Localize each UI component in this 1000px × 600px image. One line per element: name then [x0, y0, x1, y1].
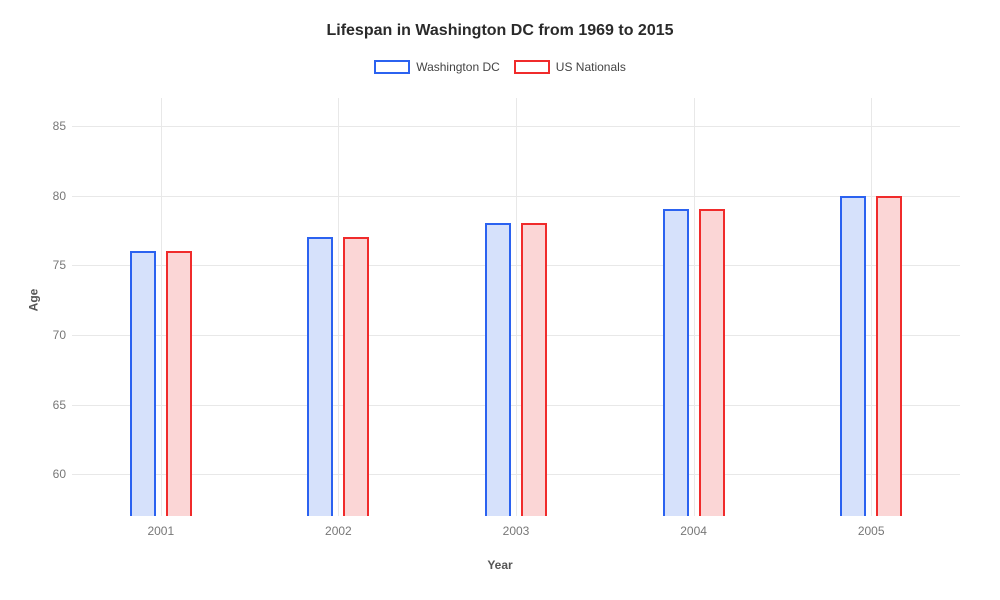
x-tick-label: 2001	[147, 524, 174, 538]
vgridline	[161, 98, 162, 516]
vgridline	[516, 98, 517, 516]
x-tick-label: 2002	[325, 524, 352, 538]
legend-label: Washington DC	[416, 60, 500, 74]
bar	[840, 196, 866, 516]
bar	[307, 237, 333, 516]
legend-swatch-us-nationals	[514, 60, 550, 74]
legend-item-washington-dc: Washington DC	[374, 60, 500, 74]
bar	[485, 223, 511, 516]
vgridline	[338, 98, 339, 516]
bar	[663, 209, 689, 516]
x-tick-label: 2005	[858, 524, 885, 538]
y-axis-label: Age	[26, 289, 40, 312]
bar	[876, 196, 902, 516]
x-tick-label: 2003	[503, 524, 530, 538]
vgridline	[694, 98, 695, 516]
chart-container: Lifespan in Washington DC from 1969 to 2…	[0, 0, 1000, 600]
vgridline	[871, 98, 872, 516]
bar	[130, 251, 156, 516]
bar	[521, 223, 547, 516]
x-tick-label: 2004	[680, 524, 707, 538]
bar	[699, 209, 725, 516]
bar	[343, 237, 369, 516]
y-tick-label: 85	[36, 119, 66, 133]
legend-swatch-washington-dc	[374, 60, 410, 74]
chart-title: Lifespan in Washington DC from 1969 to 2…	[0, 22, 1000, 40]
plot-area	[72, 98, 960, 516]
legend-item-us-nationals: US Nationals	[514, 60, 626, 74]
x-axis-label: Year	[0, 558, 1000, 572]
legend-label: US Nationals	[556, 60, 626, 74]
y-tick-label: 65	[36, 398, 66, 412]
legend: Washington DC US Nationals	[0, 60, 1000, 74]
bar	[166, 251, 192, 516]
y-tick-label: 70	[36, 328, 66, 342]
y-tick-label: 75	[36, 258, 66, 272]
y-tick-label: 80	[36, 189, 66, 203]
y-tick-label: 60	[36, 467, 66, 481]
